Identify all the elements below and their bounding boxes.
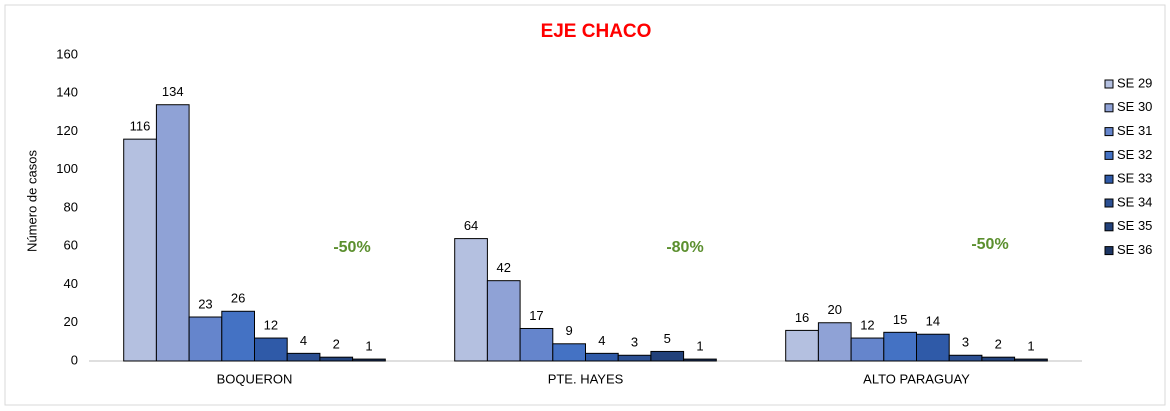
legend-swatch — [1104, 79, 1114, 89]
bar — [683, 358, 717, 362]
bar — [850, 337, 885, 362]
y-tick-label: 40 — [64, 276, 78, 291]
data-label: 12 — [264, 317, 278, 332]
bar — [552, 343, 586, 362]
data-label: 4 — [300, 333, 307, 348]
data-label: 2 — [333, 337, 340, 352]
legend-label: SE 31 — [1117, 123, 1152, 138]
legend-swatch — [1104, 103, 1114, 113]
legend-label: SE 33 — [1117, 171, 1152, 186]
data-label: 15 — [893, 312, 907, 327]
data-label: 134 — [162, 84, 184, 99]
data-label: 42 — [497, 260, 511, 275]
chart-title: EJE CHACO — [541, 21, 652, 42]
annotation: -50% — [971, 236, 1008, 253]
bar — [785, 329, 819, 362]
bar — [352, 358, 386, 362]
x-tick-label: PTE. HAYES — [548, 371, 624, 386]
data-label: 64 — [464, 218, 478, 233]
y-tick-label: 160 — [56, 46, 78, 61]
bar — [981, 356, 1016, 362]
legend-swatch — [1104, 198, 1114, 208]
y-tick-label: 80 — [64, 199, 78, 214]
data-label: 12 — [860, 317, 874, 332]
bar — [286, 352, 321, 362]
data-label: 16 — [795, 310, 809, 325]
x-tick-label: ALTO PARAGUAY — [863, 371, 970, 386]
data-label: 4 — [598, 333, 605, 348]
data-label: 17 — [529, 308, 543, 323]
data-label: 26 — [231, 291, 245, 306]
bar — [650, 350, 685, 362]
legend-label: SE 32 — [1117, 147, 1152, 162]
x-tick-label: BOQUERON — [217, 371, 293, 386]
data-label: 1 — [1027, 339, 1034, 354]
y-tick-label: 120 — [56, 123, 78, 138]
legend-label: SE 35 — [1117, 218, 1152, 233]
bar — [883, 331, 917, 362]
y-tick-label: 60 — [64, 238, 78, 253]
bar — [585, 352, 619, 362]
bar — [319, 356, 354, 362]
legend-swatch — [1104, 127, 1114, 137]
bar — [123, 138, 157, 362]
legend-swatch — [1104, 246, 1114, 256]
data-label: 2 — [995, 337, 1002, 352]
legend-swatch — [1104, 222, 1114, 232]
bar — [221, 310, 256, 362]
bar — [254, 337, 288, 362]
bar — [817, 322, 852, 362]
legend-label: SE 30 — [1117, 99, 1152, 114]
legend-label: SE 36 — [1117, 242, 1152, 257]
y-axis-label: Número de casos — [24, 150, 39, 252]
data-label: 5 — [664, 331, 671, 346]
data-label: 1 — [696, 339, 703, 354]
annotation: -80% — [666, 239, 703, 256]
bar — [948, 354, 983, 362]
data-label: 1 — [365, 339, 372, 354]
data-label: 20 — [828, 302, 842, 317]
y-tick-label: 0 — [71, 352, 78, 367]
legend-label: SE 29 — [1117, 75, 1152, 90]
bar — [617, 354, 652, 362]
y-tick-label: 140 — [56, 85, 78, 100]
bar — [155, 104, 190, 362]
bar — [486, 280, 521, 362]
y-tick-label: 20 — [64, 314, 78, 329]
legend-label: SE 34 — [1117, 194, 1152, 209]
y-tick-label: 100 — [56, 161, 78, 176]
data-label: 116 — [130, 119, 151, 134]
legend-swatch — [1104, 174, 1114, 184]
data-label: 14 — [926, 314, 940, 329]
legend-swatch — [1104, 150, 1114, 160]
data-label: 9 — [566, 323, 573, 338]
bar — [454, 238, 488, 362]
data-label: 3 — [962, 335, 969, 350]
data-label: 3 — [631, 335, 638, 350]
bar — [916, 333, 950, 362]
bar — [519, 327, 554, 362]
data-label: 23 — [198, 296, 212, 311]
annotation: -50% — [333, 239, 370, 256]
bar — [1014, 358, 1048, 362]
bar — [188, 316, 223, 362]
